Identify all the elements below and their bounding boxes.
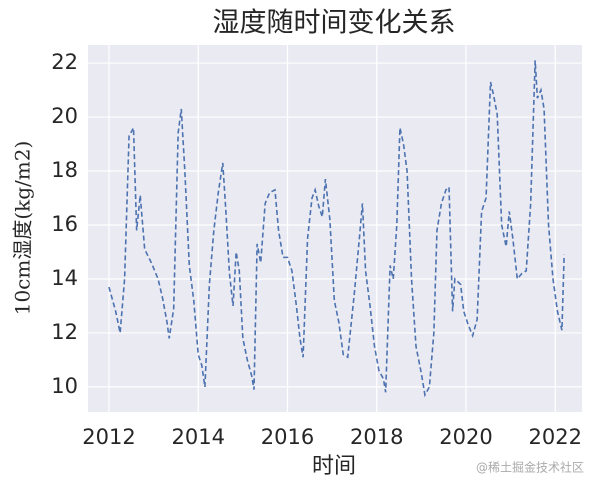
y-tick-label: 10 <box>51 374 78 398</box>
y-tick-label: 14 <box>51 266 78 290</box>
plot-area <box>88 45 582 412</box>
y-tick-label: 22 <box>51 50 78 74</box>
x-tick-label: 2012 <box>82 425 135 449</box>
x-axis-label: 时间 <box>312 454 356 479</box>
chart-title: 湿度随时间变化关系 <box>213 8 456 39</box>
data-line <box>108 60 565 398</box>
y-tick-label: 16 <box>51 212 78 236</box>
grid <box>88 45 582 412</box>
x-tick-label: 2014 <box>171 425 224 449</box>
watermark: @稀土掘金技术社区 <box>476 460 584 475</box>
x-tick-label: 2020 <box>439 425 492 449</box>
x-tick-label: 2018 <box>350 425 403 449</box>
y-axis-label: 10cm湿度(kg/m2) <box>11 141 35 316</box>
x-tick-label: 2016 <box>261 425 314 449</box>
x-tick-label: 2022 <box>528 425 581 449</box>
y-tick-label: 18 <box>51 158 78 182</box>
y-tick-label: 12 <box>51 320 78 344</box>
y-tick-label: 20 <box>51 104 78 128</box>
